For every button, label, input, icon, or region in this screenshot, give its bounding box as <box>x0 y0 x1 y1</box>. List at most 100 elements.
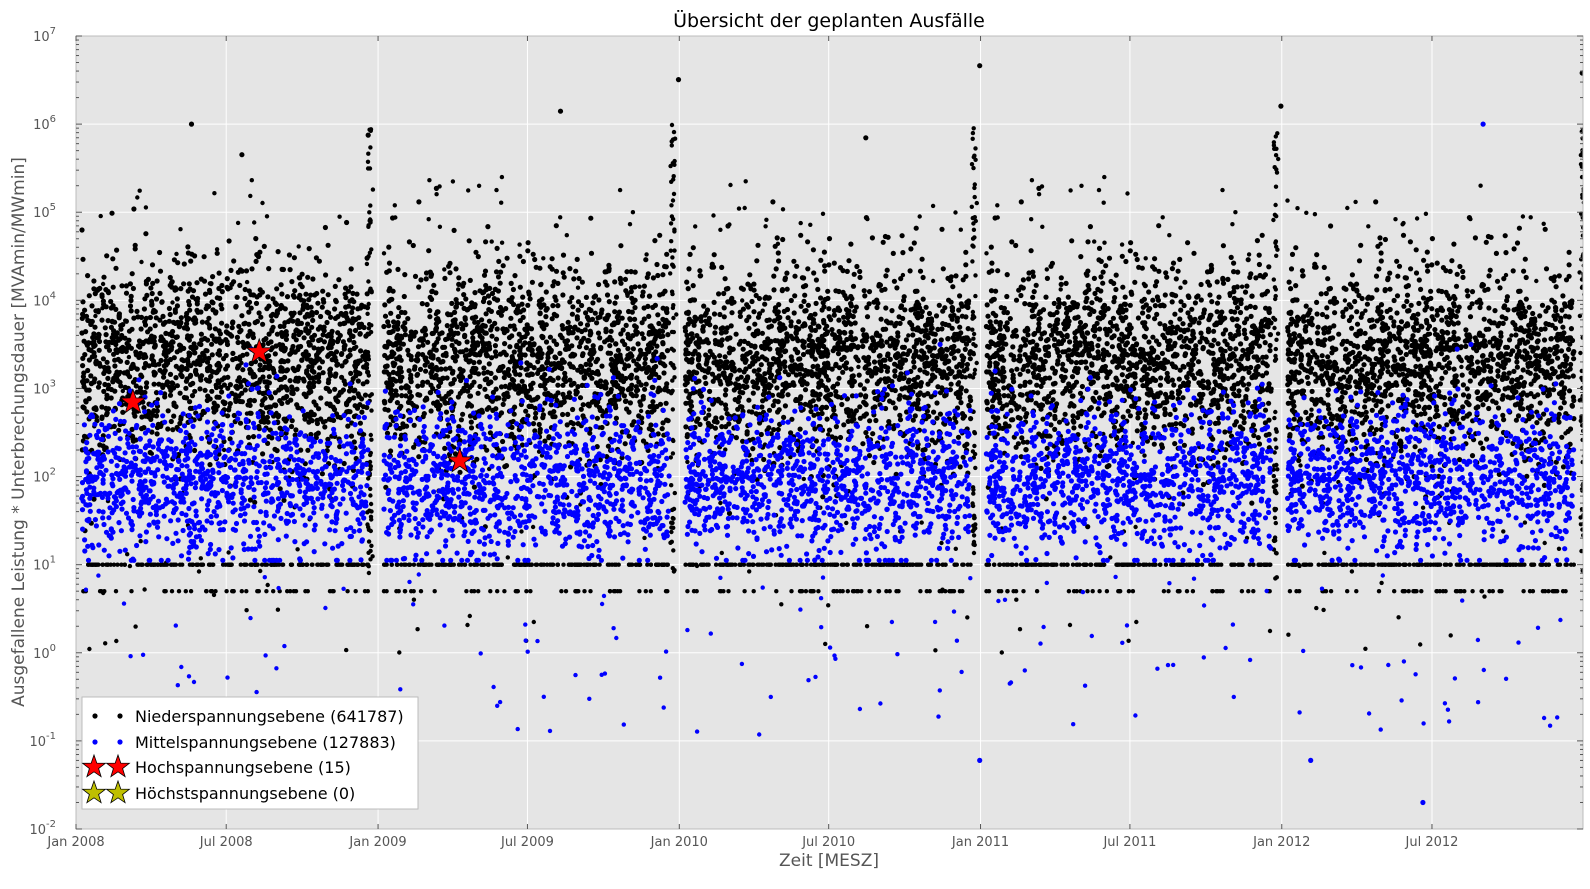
data-point <box>153 296 160 302</box>
data-point <box>142 296 148 302</box>
data-point <box>543 314 549 320</box>
data-point <box>806 342 812 349</box>
data-point <box>526 289 532 295</box>
data-point <box>172 309 178 315</box>
data-point <box>525 346 532 352</box>
data-point <box>566 346 572 352</box>
data-point <box>324 333 330 339</box>
data-point <box>388 353 394 360</box>
data-point <box>543 339 550 345</box>
data-point <box>114 330 120 336</box>
data-point <box>526 403 532 409</box>
data-point <box>512 562 518 567</box>
data-point <box>219 289 225 295</box>
data-point <box>585 562 590 567</box>
data-point <box>549 377 555 383</box>
data-point <box>342 342 348 348</box>
data-point <box>574 256 580 262</box>
data-point <box>780 236 786 243</box>
data-point <box>273 343 279 349</box>
data-point <box>576 344 583 350</box>
data-point <box>187 307 193 313</box>
data-point <box>560 252 567 258</box>
data-point <box>305 274 311 280</box>
data-point <box>841 422 847 428</box>
data-point <box>966 403 972 409</box>
data-point <box>345 423 351 429</box>
data-point <box>627 316 633 322</box>
data-point <box>635 356 642 362</box>
data-point <box>684 279 690 285</box>
data-point <box>449 336 455 342</box>
data-point <box>344 647 349 653</box>
data-point <box>427 308 433 314</box>
data-point <box>897 417 904 423</box>
data-point <box>911 359 917 365</box>
data-point <box>387 398 393 404</box>
data-point <box>725 365 731 371</box>
data-point <box>204 303 210 309</box>
data-point <box>149 353 155 359</box>
data-point <box>408 400 414 406</box>
data-point <box>818 378 824 384</box>
data-point <box>738 338 744 344</box>
data-point <box>722 354 728 360</box>
data-point <box>290 318 296 324</box>
data-point <box>259 562 265 567</box>
data-point <box>296 275 302 281</box>
data-point <box>527 296 533 302</box>
data-point <box>949 325 955 331</box>
data-point <box>498 269 504 275</box>
data-point <box>122 562 127 567</box>
data-point <box>311 345 317 351</box>
data-point <box>657 232 663 238</box>
data-point <box>874 381 880 387</box>
data-point <box>246 288 252 294</box>
data-point <box>937 411 944 417</box>
data-point <box>156 361 162 367</box>
data-point <box>612 320 618 326</box>
data-point <box>505 555 510 560</box>
data-point <box>619 373 625 379</box>
data-point <box>589 375 595 381</box>
data-point <box>606 262 612 268</box>
data-point <box>776 407 782 413</box>
data-point <box>767 346 773 352</box>
data-point <box>549 256 555 262</box>
data-point <box>402 327 408 333</box>
data-point <box>154 278 160 284</box>
data-point <box>230 357 236 363</box>
data-point <box>113 347 119 353</box>
data-point <box>530 380 536 386</box>
data-point <box>644 346 650 352</box>
data-point <box>157 268 164 274</box>
data-point <box>442 275 448 281</box>
data-point <box>458 417 464 423</box>
data-point <box>857 404 863 410</box>
data-point <box>660 340 666 346</box>
data-point <box>502 589 507 594</box>
data-point <box>934 354 941 360</box>
data-point <box>650 384 656 391</box>
data-point <box>264 384 270 390</box>
data-point <box>500 438 506 445</box>
data-point <box>405 347 411 353</box>
data-point <box>574 316 581 322</box>
data-point <box>893 320 900 326</box>
data-point <box>310 276 316 282</box>
data-point <box>791 310 797 316</box>
data-point <box>264 562 270 567</box>
data-point <box>328 314 334 320</box>
data-point <box>707 388 713 394</box>
data-point <box>456 287 461 292</box>
data-point <box>684 434 690 440</box>
data-point <box>805 302 812 308</box>
data-point <box>786 372 792 378</box>
data-point <box>434 192 439 197</box>
data-point <box>578 363 584 369</box>
data-point <box>381 323 387 330</box>
data-point <box>482 330 488 336</box>
data-point <box>207 281 212 286</box>
data-point <box>287 267 293 273</box>
data-point <box>346 562 351 567</box>
